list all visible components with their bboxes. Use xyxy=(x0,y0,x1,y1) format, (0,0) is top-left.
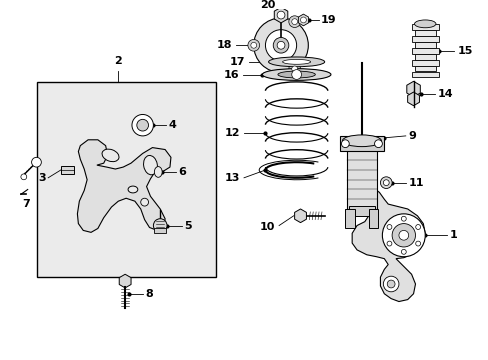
Circle shape xyxy=(288,63,300,75)
Text: 2: 2 xyxy=(114,56,122,66)
Bar xyxy=(414,66,435,72)
Bar xyxy=(339,136,384,150)
Bar xyxy=(414,30,435,36)
Circle shape xyxy=(137,119,148,131)
Circle shape xyxy=(415,241,420,246)
Ellipse shape xyxy=(414,20,435,28)
Text: 4: 4 xyxy=(169,120,177,130)
Circle shape xyxy=(277,11,285,19)
Text: 5: 5 xyxy=(184,221,192,230)
Circle shape xyxy=(386,225,391,229)
Ellipse shape xyxy=(143,156,157,175)
Bar xyxy=(345,209,354,229)
Circle shape xyxy=(291,66,297,72)
Text: 12: 12 xyxy=(224,128,240,138)
Text: 19: 19 xyxy=(320,15,336,25)
Bar xyxy=(414,42,435,48)
Bar xyxy=(411,72,438,77)
Text: 15: 15 xyxy=(456,46,472,56)
Text: 16: 16 xyxy=(223,69,239,80)
Bar xyxy=(411,24,438,30)
Circle shape xyxy=(277,41,285,49)
Circle shape xyxy=(132,114,153,136)
Ellipse shape xyxy=(277,71,315,78)
Ellipse shape xyxy=(342,135,381,147)
Text: 14: 14 xyxy=(437,89,452,99)
Bar xyxy=(411,48,438,54)
Circle shape xyxy=(265,30,296,61)
Circle shape xyxy=(401,249,406,254)
Bar xyxy=(411,36,438,42)
Circle shape xyxy=(291,69,301,80)
Circle shape xyxy=(153,219,167,232)
Text: 11: 11 xyxy=(408,178,423,188)
Circle shape xyxy=(383,276,398,292)
Bar xyxy=(346,141,376,209)
Polygon shape xyxy=(351,184,425,302)
Text: 13: 13 xyxy=(224,173,240,183)
Bar xyxy=(61,166,74,174)
Circle shape xyxy=(288,16,300,27)
Bar xyxy=(368,209,378,229)
Bar xyxy=(38,82,215,277)
Circle shape xyxy=(247,40,259,51)
Circle shape xyxy=(253,18,308,73)
Circle shape xyxy=(415,225,420,229)
Polygon shape xyxy=(77,140,171,232)
Ellipse shape xyxy=(268,57,324,67)
Circle shape xyxy=(291,19,297,24)
Text: 6: 6 xyxy=(179,167,186,177)
Text: 20: 20 xyxy=(259,0,275,10)
Ellipse shape xyxy=(282,59,310,64)
Text: 1: 1 xyxy=(448,230,456,240)
Text: 9: 9 xyxy=(408,131,416,141)
Circle shape xyxy=(341,140,348,148)
Circle shape xyxy=(398,230,408,240)
Circle shape xyxy=(391,224,415,247)
Text: 7: 7 xyxy=(22,199,30,209)
Ellipse shape xyxy=(154,167,162,177)
Text: 3: 3 xyxy=(39,173,46,183)
Text: 18: 18 xyxy=(216,40,232,50)
Circle shape xyxy=(250,42,256,48)
Circle shape xyxy=(374,140,382,148)
Circle shape xyxy=(386,280,394,288)
Circle shape xyxy=(382,214,425,257)
Ellipse shape xyxy=(128,186,138,193)
Ellipse shape xyxy=(102,149,119,162)
Text: 10: 10 xyxy=(259,222,275,233)
Bar xyxy=(411,60,438,66)
Text: 17: 17 xyxy=(229,57,244,67)
Circle shape xyxy=(141,198,148,206)
Circle shape xyxy=(386,241,391,246)
Text: 8: 8 xyxy=(145,289,153,299)
Bar xyxy=(348,206,374,216)
Circle shape xyxy=(383,180,388,186)
Circle shape xyxy=(273,37,288,53)
Bar xyxy=(154,229,166,233)
Circle shape xyxy=(300,17,306,23)
Circle shape xyxy=(21,174,27,180)
Circle shape xyxy=(401,216,406,221)
Bar xyxy=(414,54,435,59)
Circle shape xyxy=(32,157,41,167)
Ellipse shape xyxy=(262,69,330,80)
Circle shape xyxy=(380,177,391,189)
